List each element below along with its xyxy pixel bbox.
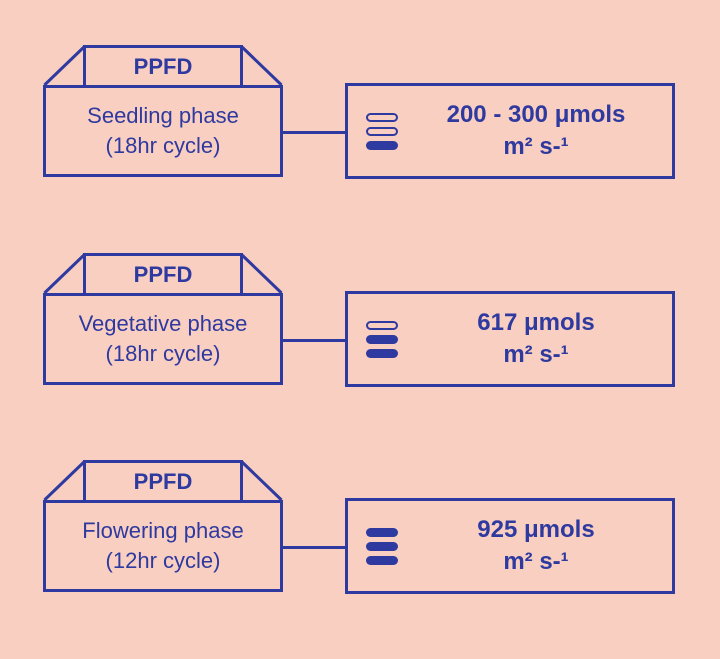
level-icon xyxy=(366,319,400,359)
connector-line xyxy=(283,339,345,342)
phase-line2: (18hr cycle) xyxy=(106,339,221,369)
phase-line1: Flowering phase xyxy=(82,516,243,546)
phase-line1: Vegetative phase xyxy=(79,309,248,339)
phase-line2: (12hr cycle) xyxy=(106,546,221,576)
value-box: 200 - 300 μmolsm² s-¹ xyxy=(345,83,675,179)
phase-label: Vegetative phase(18hr cycle) xyxy=(43,293,283,385)
value-line2: m² s-¹ xyxy=(418,546,654,578)
value-text: 617 μmolsm² s-¹ xyxy=(418,307,654,372)
value-box: 925 μmolsm² s-¹ xyxy=(345,498,675,594)
ppfd-infographic: PPFDSeedling phase(18hr cycle)200 - 300 … xyxy=(0,0,720,659)
value-text: 200 - 300 μmolsm² s-¹ xyxy=(418,99,654,164)
phase-label: Flowering phase(12hr cycle) xyxy=(43,500,283,592)
level-bar-hollow xyxy=(366,321,398,330)
level-bar-filled xyxy=(366,556,398,565)
level-bar-filled xyxy=(366,141,398,150)
phase-line2: (18hr cycle) xyxy=(106,131,221,161)
level-bar-filled xyxy=(366,335,398,344)
level-bar-hollow xyxy=(366,127,398,136)
phase-roof xyxy=(43,253,283,296)
ppfd-row: PPFDFlowering phase(12hr cycle)925 μmols… xyxy=(0,460,720,620)
phase-label: Seedling phase(18hr cycle) xyxy=(43,85,283,177)
phase-roof xyxy=(43,45,283,88)
level-icon xyxy=(366,111,400,151)
value-line1: 925 μmols xyxy=(418,514,654,546)
phase-line1: Seedling phase xyxy=(87,101,239,131)
ppfd-row: PPFDSeedling phase(18hr cycle)200 - 300 … xyxy=(0,45,720,205)
ppfd-row: PPFDVegetative phase(18hr cycle)617 μmol… xyxy=(0,253,720,413)
level-bar-filled xyxy=(366,542,398,551)
value-line1: 200 - 300 μmols xyxy=(418,99,654,131)
value-line1: 617 μmols xyxy=(418,307,654,339)
level-bar-filled xyxy=(366,349,398,358)
value-box: 617 μmolsm² s-¹ xyxy=(345,291,675,387)
level-bar-hollow xyxy=(366,113,398,122)
value-line2: m² s-¹ xyxy=(418,131,654,163)
level-bar-filled xyxy=(366,528,398,537)
phase-roof xyxy=(43,460,283,503)
connector-line xyxy=(283,546,345,549)
level-icon xyxy=(366,526,400,566)
connector-line xyxy=(283,131,345,134)
value-line2: m² s-¹ xyxy=(418,339,654,371)
value-text: 925 μmolsm² s-¹ xyxy=(418,514,654,579)
